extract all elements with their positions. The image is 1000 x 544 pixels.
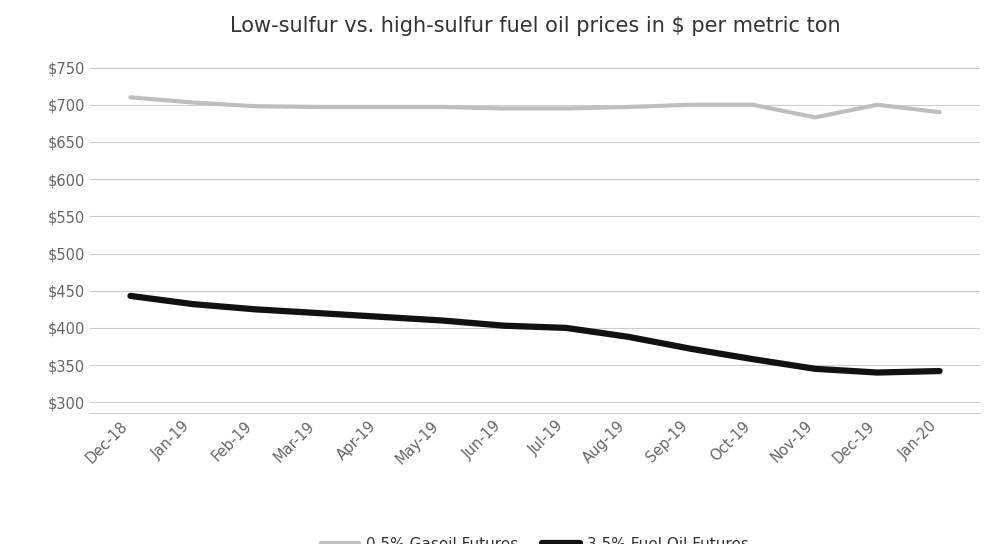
0.5% Gasoil Futures [747,102,759,108]
0.5% Gasoil Futures [187,99,199,106]
3.5% Fuel Oil Futures [871,369,883,376]
3.5% Fuel Oil Futures [498,323,510,329]
0.5% Gasoil Futures [871,102,883,108]
0.5% Gasoil Futures [249,103,261,109]
0.5% Gasoil Futures [622,104,634,110]
Line: 3.5% Fuel Oil Futures: 3.5% Fuel Oil Futures [130,296,940,373]
0.5% Gasoil Futures [560,105,572,112]
3.5% Fuel Oil Futures [685,345,697,352]
3.5% Fuel Oil Futures [249,306,261,313]
3.5% Fuel Oil Futures [747,356,759,362]
Title: Low-sulfur vs. high-sulfur fuel oil prices in $ per metric ton: Low-sulfur vs. high-sulfur fuel oil pric… [230,16,840,36]
0.5% Gasoil Futures [124,94,136,101]
Line: 0.5% Gasoil Futures: 0.5% Gasoil Futures [130,97,940,118]
0.5% Gasoil Futures [498,105,510,112]
3.5% Fuel Oil Futures [124,293,136,299]
3.5% Fuel Oil Futures [311,310,323,316]
3.5% Fuel Oil Futures [373,313,385,320]
0.5% Gasoil Futures [311,104,323,110]
0.5% Gasoil Futures [373,104,385,110]
0.5% Gasoil Futures [685,102,697,108]
0.5% Gasoil Futures [934,109,946,115]
0.5% Gasoil Futures [436,104,448,110]
3.5% Fuel Oil Futures [560,325,572,331]
Legend: 0.5% Gasoil Futures, 3.5% Fuel Oil Futures: 0.5% Gasoil Futures, 3.5% Fuel Oil Futur… [315,530,755,544]
3.5% Fuel Oil Futures [809,366,821,372]
3.5% Fuel Oil Futures [436,317,448,324]
3.5% Fuel Oil Futures [934,368,946,374]
3.5% Fuel Oil Futures [187,301,199,307]
0.5% Gasoil Futures [809,114,821,121]
3.5% Fuel Oil Futures [622,333,634,340]
